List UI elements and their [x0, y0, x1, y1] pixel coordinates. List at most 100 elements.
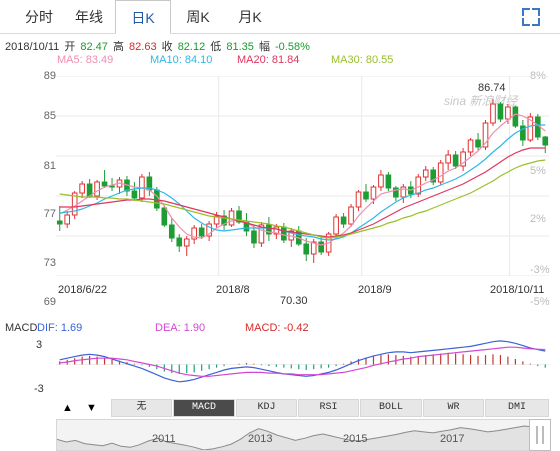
- candle-body: [273, 226, 280, 235]
- candlestick-chart: [56, 76, 549, 276]
- change-value: -0.58%: [275, 41, 310, 53]
- timeline-sparkline: [57, 425, 550, 450]
- candle-body: [131, 190, 138, 199]
- annotation-high: 86.74: [478, 82, 506, 94]
- pct-tick: -5%: [530, 296, 550, 308]
- candle-body: [467, 139, 474, 153]
- macd-value: MACD: -0.42: [245, 322, 309, 334]
- candle-body: [176, 237, 183, 247]
- annotation-low: 70.30: [280, 295, 308, 307]
- ma5-value: MA5: 83.49: [57, 54, 114, 66]
- indicator-kdj[interactable]: KDJ: [236, 399, 297, 417]
- tab-monthly-k[interactable]: 月K: [238, 9, 262, 25]
- candle-body: [370, 186, 377, 200]
- y-tick: 73: [43, 257, 56, 269]
- timeline-year: 2013: [248, 433, 273, 445]
- candle-body: [168, 224, 175, 239]
- x-tick: 2018/10/11: [490, 284, 545, 296]
- candle-body: [445, 154, 451, 164]
- candle-body: [505, 106, 511, 120]
- indicator-dmi[interactable]: DMI: [485, 399, 549, 417]
- indicator-none[interactable]: 无: [111, 399, 172, 417]
- high-label: 高: [112, 41, 124, 53]
- candle-body: [281, 226, 287, 241]
- candle-body: [437, 162, 444, 183]
- candle-body: [79, 183, 85, 194]
- timeline-handle[interactable]: [529, 419, 551, 451]
- candle-body: [109, 185, 115, 188]
- candle-body: [452, 154, 459, 167]
- candle-body: [348, 206, 354, 225]
- x-tick: 2018/6/22: [58, 284, 107, 296]
- timeline-area: [57, 426, 550, 450]
- indicator-wr[interactable]: WR: [423, 399, 484, 417]
- candle-body: [497, 103, 504, 120]
- candle-body: [340, 216, 347, 225]
- scroll-up-button[interactable]: ▲: [62, 402, 73, 414]
- high-value: 82.63: [129, 41, 157, 53]
- x-tick: 2018/9: [358, 284, 392, 296]
- macd-chart: [56, 340, 549, 383]
- macd-tick: -3: [34, 383, 44, 395]
- timeline-year: 2011: [152, 433, 176, 445]
- candle-body: [303, 243, 310, 255]
- y-tick: 69: [43, 296, 56, 308]
- low-value: 81.35: [226, 41, 254, 53]
- y-tick: 81: [43, 160, 56, 172]
- fullscreen-icon[interactable]: [522, 8, 540, 26]
- tab-intraday[interactable]: 分时: [25, 9, 53, 25]
- close-label: 收: [161, 41, 173, 53]
- candle-body: [318, 241, 324, 253]
- quote-line: 2018/10/11 开 82.47 高 82.63 收 82.12 低 81.…: [5, 38, 312, 54]
- candle-body: [333, 216, 339, 235]
- ma-legend: MA5: 83.49 MA10: 84.10 MA20: 81.84 MA30:…: [0, 54, 560, 68]
- candle-body: [213, 215, 220, 225]
- candle-body: [183, 238, 190, 247]
- candle-body: [198, 227, 205, 237]
- tab-daily-k[interactable]: 日K: [115, 0, 171, 34]
- candle-body: [206, 223, 212, 237]
- indicator-boll[interactable]: BOLL: [360, 399, 422, 417]
- candle-body: [512, 106, 519, 127]
- timeline-year: 2017: [440, 433, 465, 445]
- candle-body: [64, 214, 71, 225]
- ma20-value: MA20: 81.84: [237, 54, 300, 66]
- low-label: 低: [210, 41, 222, 53]
- ma20-line: [59, 147, 546, 238]
- candle-body: [101, 181, 108, 187]
- open-value: 82.47: [80, 41, 108, 53]
- dif-value: DIF: 1.69: [37, 322, 83, 334]
- candle-body: [56, 220, 63, 225]
- pct-tick: 5%: [530, 165, 546, 177]
- y-tick: 77: [43, 208, 56, 220]
- candle-body: [460, 151, 466, 167]
- ma10-line: [59, 124, 546, 241]
- macd-legend: MACD DIF: 1.69 DEA: 1.90 MACD: -0.42: [0, 322, 560, 336]
- candle-body: [520, 125, 526, 141]
- change-label: 幅: [258, 41, 270, 53]
- ma10-value: MA10: 84.10: [150, 54, 213, 66]
- close-value: 82.12: [177, 41, 206, 53]
- timeline-navigator[interactable]: [56, 419, 551, 451]
- candle-body: [378, 174, 384, 188]
- macd-tick: 3: [36, 339, 43, 351]
- pct-tick: 2%: [530, 213, 546, 225]
- tab-yearly[interactable]: 年线: [75, 9, 103, 25]
- candle-body: [363, 191, 369, 200]
- candle-body: [221, 215, 227, 226]
- candle-body: [482, 122, 489, 148]
- indicator-macd[interactable]: MACD: [173, 399, 235, 417]
- y-tick: 89: [43, 70, 56, 82]
- candle-body: [393, 187, 399, 198]
- candle-body: [490, 103, 496, 124]
- open-label: 开: [64, 41, 76, 53]
- scroll-down-button[interactable]: ▼: [86, 402, 97, 414]
- candle-body: [191, 227, 198, 240]
- candle-body: [236, 210, 242, 223]
- tab-weekly-k[interactable]: 周K: [186, 9, 210, 25]
- candle-body: [422, 169, 429, 178]
- ma30-line: [59, 159, 546, 239]
- candle-body: [430, 169, 437, 183]
- dea-line: [59, 346, 546, 377]
- indicator-rsi[interactable]: RSI: [298, 399, 359, 417]
